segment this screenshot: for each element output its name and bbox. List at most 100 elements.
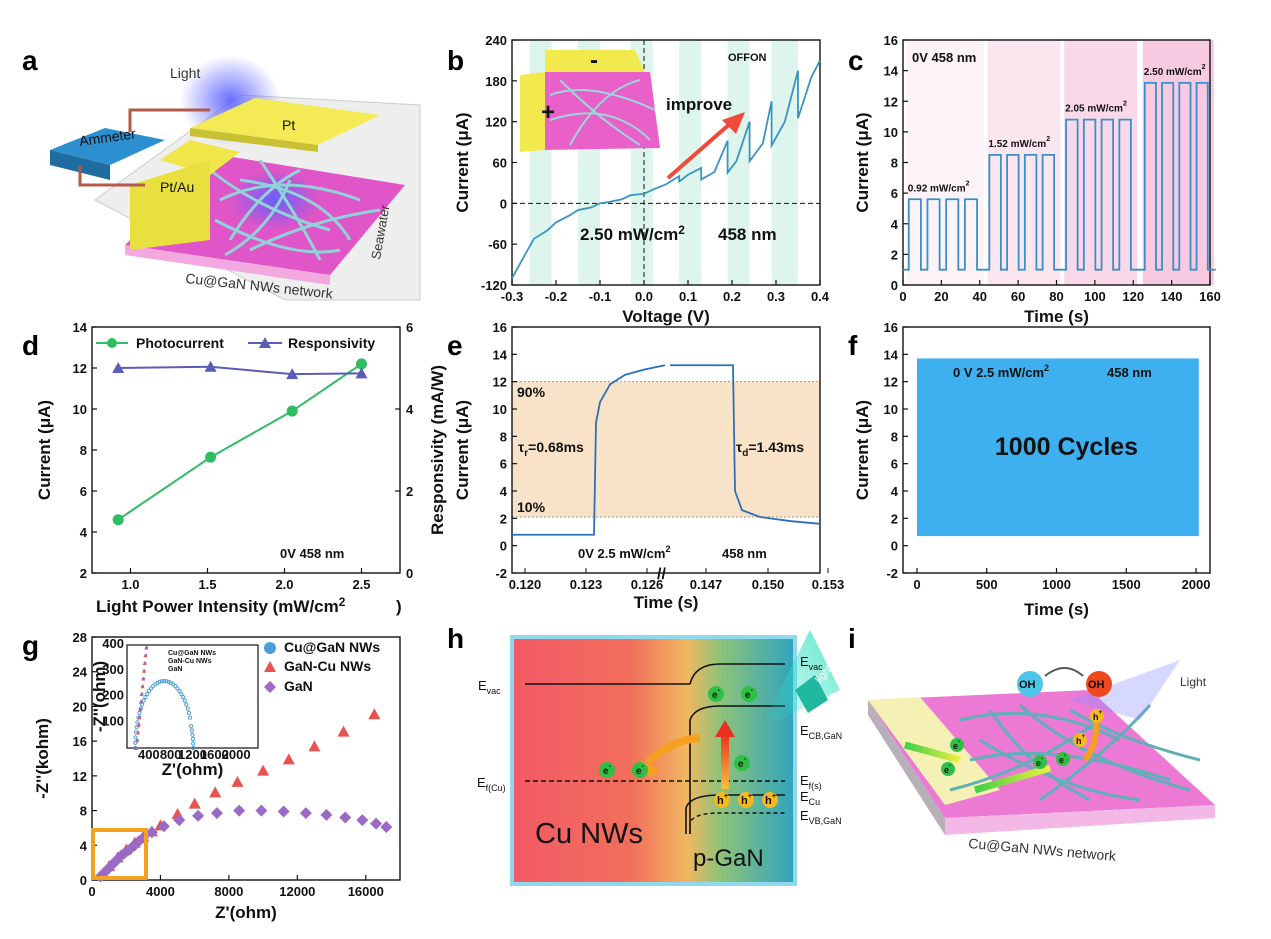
iv-curve	[511, 60, 821, 279]
gan-cu-marker	[209, 786, 222, 798]
legend-label: GaN	[284, 678, 313, 694]
gan-cu-marker	[257, 764, 270, 776]
inset-gan-marker	[136, 731, 140, 734]
y-tick-label: 8	[80, 443, 87, 458]
inset-gan-marker	[136, 738, 139, 742]
panel-i: i Light OH OH e-e-e-e-h+ h+ Cu@GaN NWs ne…	[848, 623, 1215, 864]
carrier-labels: e-e-e-e-h+ h+	[944, 709, 1103, 775]
chart-f: f -2 0 2 4 6 8 10 12 14 16 0 500 1000 1500 2000 0 V 2.5 …	[848, 320, 1211, 619]
y-tick-label: 8	[891, 429, 898, 444]
legend-marker-photocurrent	[107, 338, 117, 348]
zoom-box	[91, 828, 148, 880]
x-tick-label: 0.147	[690, 577, 723, 592]
x-tick-label: 500	[976, 577, 998, 592]
y-tick-label: 4	[891, 217, 899, 232]
inset-x-tick-label: 2000	[222, 747, 251, 762]
x-tick-label: 0.120	[509, 577, 542, 592]
y-tick-label: 2	[80, 566, 87, 581]
electron-label: e-	[1036, 755, 1043, 768]
inset-cu-gan-marker	[146, 688, 152, 694]
y-tick-label: 12	[884, 375, 898, 390]
inset-cu-gan-marker	[185, 706, 190, 711]
x-tick-label: 1000	[1042, 577, 1071, 592]
ammeter-label: Ammeter	[78, 125, 137, 149]
condition-label: 0V 458 nm	[912, 50, 976, 65]
panel-g-label: g	[22, 630, 39, 661]
gan-cu-marker	[308, 740, 321, 752]
gan-cu-marker	[282, 753, 295, 765]
substrate-edge	[125, 245, 330, 285]
inset-cu-gan-marker	[191, 741, 196, 746]
pt-electrode	[190, 98, 380, 145]
y2-tick-label: 0	[406, 566, 413, 581]
electron-label: e-	[738, 756, 747, 770]
improve-arrow-head	[722, 112, 745, 134]
light-source	[795, 675, 828, 713]
panel-f-label: f	[848, 330, 858, 361]
panel-c-label: c	[848, 45, 864, 76]
cycles-label: 1000 Cycles	[995, 433, 1138, 461]
x-tick-label: 100	[1084, 289, 1106, 304]
x-tick-label: 0	[88, 884, 95, 899]
x-tick-label: 4000	[146, 884, 175, 899]
x-tick-label: 0.2	[723, 289, 741, 304]
inset-nanowire	[569, 79, 641, 146]
y-tick-label: 12	[493, 375, 507, 390]
y-tick-label: 4	[500, 484, 508, 499]
inset-cu-gan-marker	[145, 691, 150, 696]
y-tick-label: -2	[495, 566, 507, 581]
inset-legend-label: GaN-Cu NWs	[168, 658, 212, 665]
oh-label: OH	[1019, 679, 1036, 691]
oh-radical	[1086, 671, 1112, 697]
panel-e-label: e	[447, 330, 463, 361]
inset-y-tick-label: 300	[102, 662, 124, 677]
power-label: 0.92 mW/cm2	[908, 180, 970, 194]
inset-cu-gan-marker	[164, 679, 169, 684]
y-tick-label: 10	[884, 125, 898, 140]
inset-plus-label: +	[541, 99, 555, 126]
x-axis-label: Light Power Intensity (mW/cm2	[96, 595, 346, 616]
hole-1	[714, 792, 730, 808]
photocurrent-marker	[286, 405, 298, 417]
y2-tick-label: 6	[406, 320, 413, 335]
inset-y-tick-label: 400	[102, 636, 124, 651]
condition-label: 0V 2.5 mW/cm2	[578, 544, 671, 561]
legend-label: Cu@GaN NWs	[284, 639, 380, 655]
inset-electrode-plus	[520, 72, 545, 152]
evac-left-label: Evac	[478, 678, 501, 696]
evb-line	[689, 812, 785, 834]
y-tick-label: 12	[73, 769, 87, 784]
electron-label: e-	[953, 738, 960, 751]
inset-cu-gan-marker	[186, 710, 192, 716]
y-tick-label: 8	[500, 429, 507, 444]
y-tick-label: 120	[485, 115, 507, 130]
y-tick-label: 16	[884, 320, 898, 335]
electron-5	[734, 755, 750, 771]
light-label: Light	[170, 65, 200, 81]
x-axis-label-end: )	[396, 597, 402, 616]
excitation-arrow-head	[715, 720, 735, 737]
inset-nanowire	[559, 79, 641, 146]
gan-marker	[356, 814, 369, 827]
power-band	[906, 40, 984, 285]
photocurrent-marker	[205, 451, 217, 463]
electron-label: e-	[603, 763, 612, 777]
plot-frame	[91, 636, 401, 881]
improve-label: improve	[666, 95, 732, 114]
legend-marker-responsivity	[259, 337, 271, 348]
inset-cu-gan-marker	[190, 732, 195, 737]
wire-top	[128, 108, 210, 132]
electron-3	[1033, 755, 1047, 769]
x-tick-label: 0.4	[811, 289, 830, 304]
y-tick-label: 16	[73, 734, 87, 749]
light-beam	[760, 630, 840, 730]
legend-marker-gan	[264, 681, 276, 693]
electron-label: e-	[636, 763, 645, 777]
x-tick-label: 1.0	[121, 577, 139, 592]
x-tick-label: -0.3	[501, 289, 523, 304]
inset-legend-label: Cu@GaN NWs	[168, 650, 216, 657]
y-tick-label: 0	[891, 278, 898, 293]
